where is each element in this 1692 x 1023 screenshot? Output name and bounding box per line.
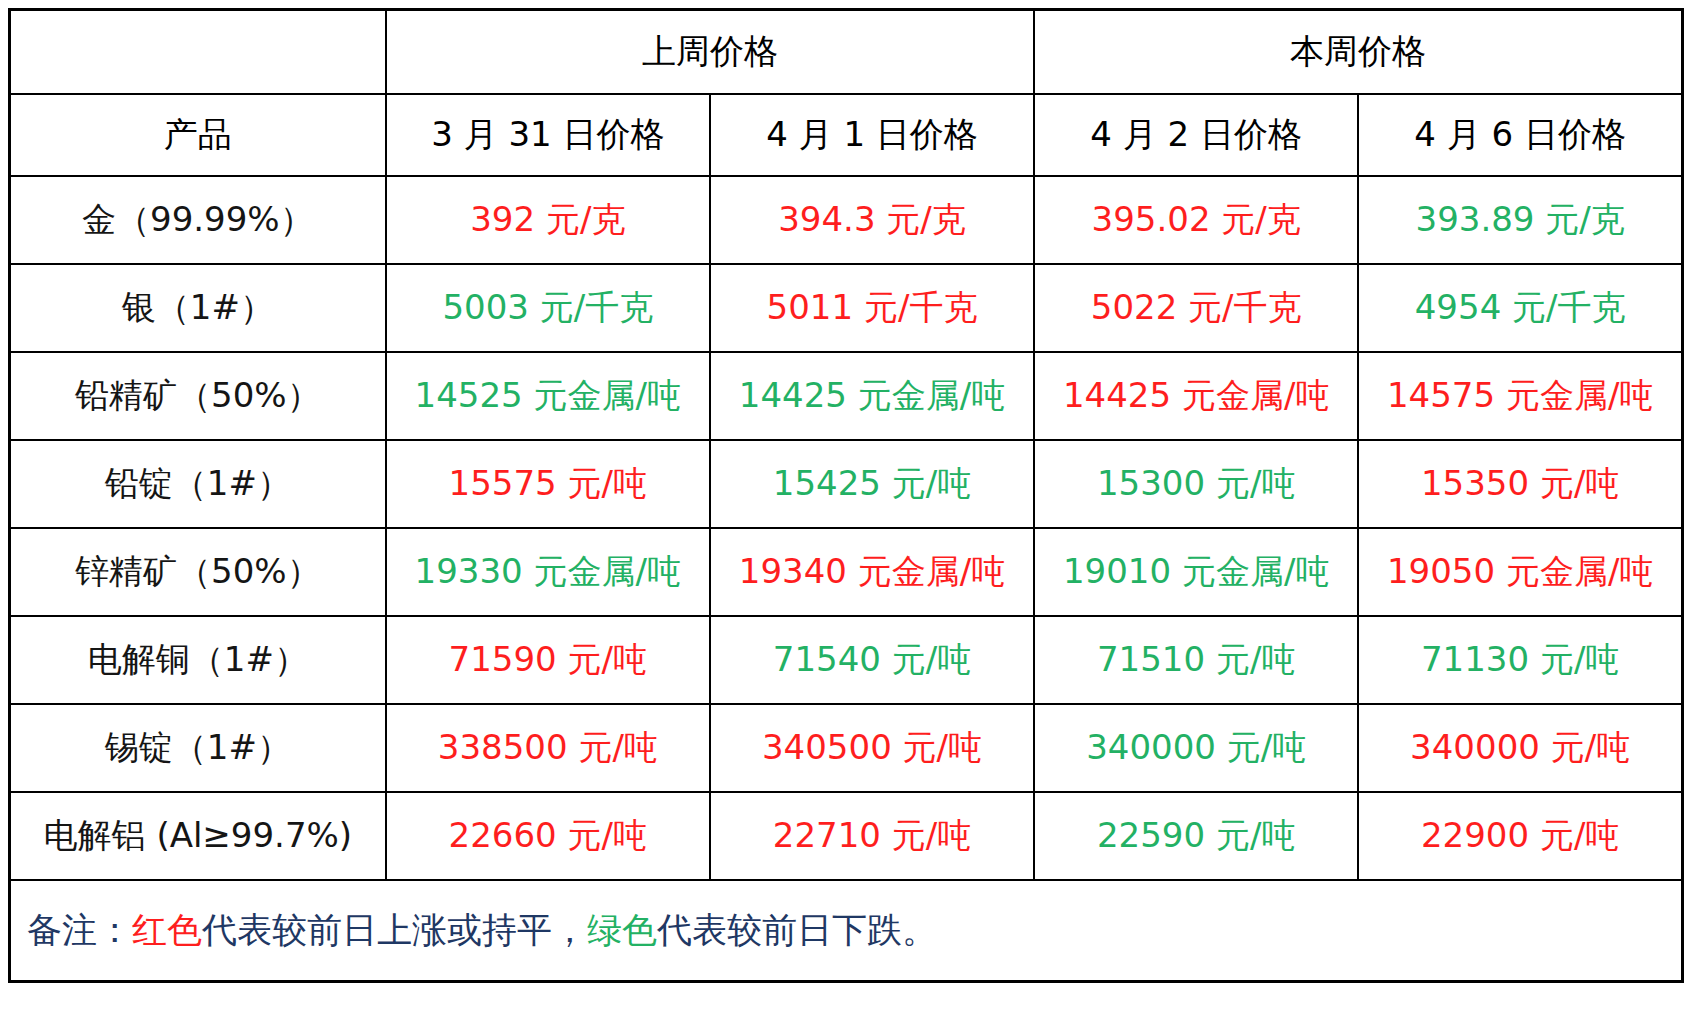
table-row-lead-ingot: 铅锭（1#） 15575 元/吨 15425 元/吨 15300 元/吨 153… [10,440,1683,528]
table-row-lead-concentrate: 铅精矿（50%） 14525 元金属/吨 14425 元金属/吨 14425 元… [10,352,1683,440]
group-header-row: 上周价格 本周价格 [10,10,1683,94]
price-cell: 5003 元/千克 [386,264,710,352]
price-cell: 5022 元/千克 [1034,264,1358,352]
product-cell: 锡锭（1#） [10,704,386,792]
note-red-word: 红色 [132,910,202,950]
price-cell: 15350 元/吨 [1358,440,1682,528]
date-column-header-0401: 4 月 1 日价格 [710,94,1034,176]
price-cell: 14525 元金属/吨 [386,352,710,440]
product-cell: 锌精矿（50%） [10,528,386,616]
price-cell: 340000 元/吨 [1034,704,1358,792]
price-cell: 14575 元金属/吨 [1358,352,1682,440]
price-cell: 395.02 元/克 [1034,176,1358,264]
price-cell: 15300 元/吨 [1034,440,1358,528]
note-green-word: 绿色 [587,910,657,950]
page: 上周价格 本周价格 产品 3 月 31 日价格 4 月 1 日价格 4 月 2 … [0,0,1692,1023]
price-cell: 394.3 元/克 [710,176,1034,264]
price-cell: 340500 元/吨 [710,704,1034,792]
price-cell: 71540 元/吨 [710,616,1034,704]
price-cell: 19010 元金属/吨 [1034,528,1358,616]
price-table: 上周价格 本周价格 产品 3 月 31 日价格 4 月 1 日价格 4 月 2 … [8,8,1684,983]
price-cell: 4954 元/千克 [1358,264,1682,352]
table-row-tin-ingot: 锡锭（1#） 338500 元/吨 340500 元/吨 340000 元/吨 … [10,704,1683,792]
note-label: 备注： [27,910,132,950]
price-cell: 71510 元/吨 [1034,616,1358,704]
table-row-copper: 电解铜（1#） 71590 元/吨 71540 元/吨 71510 元/吨 71… [10,616,1683,704]
this-week-group-header: 本周价格 [1034,10,1682,94]
price-cell: 340000 元/吨 [1358,704,1682,792]
price-cell: 22590 元/吨 [1034,792,1358,880]
date-column-header-0406: 4 月 6 日价格 [1358,94,1682,176]
last-week-group-header: 上周价格 [386,10,1034,94]
product-cell: 电解铝 (Al≥99.7%) [10,792,386,880]
price-cell: 338500 元/吨 [386,704,710,792]
note-green-meaning: 代表较前日下跌。 [657,910,937,950]
price-cell: 22900 元/吨 [1358,792,1682,880]
price-cell: 393.89 元/克 [1358,176,1682,264]
price-cell: 14425 元金属/吨 [1034,352,1358,440]
table-row-aluminum: 电解铝 (Al≥99.7%) 22660 元/吨 22710 元/吨 22590… [10,792,1683,880]
table-row-silver: 银（1#） 5003 元/千克 5011 元/千克 5022 元/千克 4954… [10,264,1683,352]
product-cell: 电解铜（1#） [10,616,386,704]
product-cell: 金（99.99%） [10,176,386,264]
table-row-gold: 金（99.99%） 392 元/克 394.3 元/克 395.02 元/克 3… [10,176,1683,264]
product-cell: 银（1#） [10,264,386,352]
price-cell: 19050 元金属/吨 [1358,528,1682,616]
date-column-header-0402: 4 月 2 日价格 [1034,94,1358,176]
price-cell: 5011 元/千克 [710,264,1034,352]
price-cell: 14425 元金属/吨 [710,352,1034,440]
price-cell: 22710 元/吨 [710,792,1034,880]
price-cell: 15425 元/吨 [710,440,1034,528]
corner-cell [10,10,386,94]
table-row-zinc-concentrate: 锌精矿（50%） 19330 元金属/吨 19340 元金属/吨 19010 元… [10,528,1683,616]
column-header-row: 产品 3 月 31 日价格 4 月 1 日价格 4 月 2 日价格 4 月 6 … [10,94,1683,176]
date-column-header-0331: 3 月 31 日价格 [386,94,710,176]
product-cell: 铅锭（1#） [10,440,386,528]
price-cell: 71590 元/吨 [386,616,710,704]
product-cell: 铅精矿（50%） [10,352,386,440]
price-cell: 22660 元/吨 [386,792,710,880]
price-cell: 19340 元金属/吨 [710,528,1034,616]
note-row: 备注：红色代表较前日上涨或持平，绿色代表较前日下跌。 [10,880,1683,982]
product-column-header: 产品 [10,94,386,176]
price-cell: 392 元/克 [386,176,710,264]
note-red-meaning: 代表较前日上涨或持平， [202,910,587,950]
note-cell: 备注：红色代表较前日上涨或持平，绿色代表较前日下跌。 [10,880,1683,982]
price-cell: 15575 元/吨 [386,440,710,528]
price-cell: 71130 元/吨 [1358,616,1682,704]
price-cell: 19330 元金属/吨 [386,528,710,616]
